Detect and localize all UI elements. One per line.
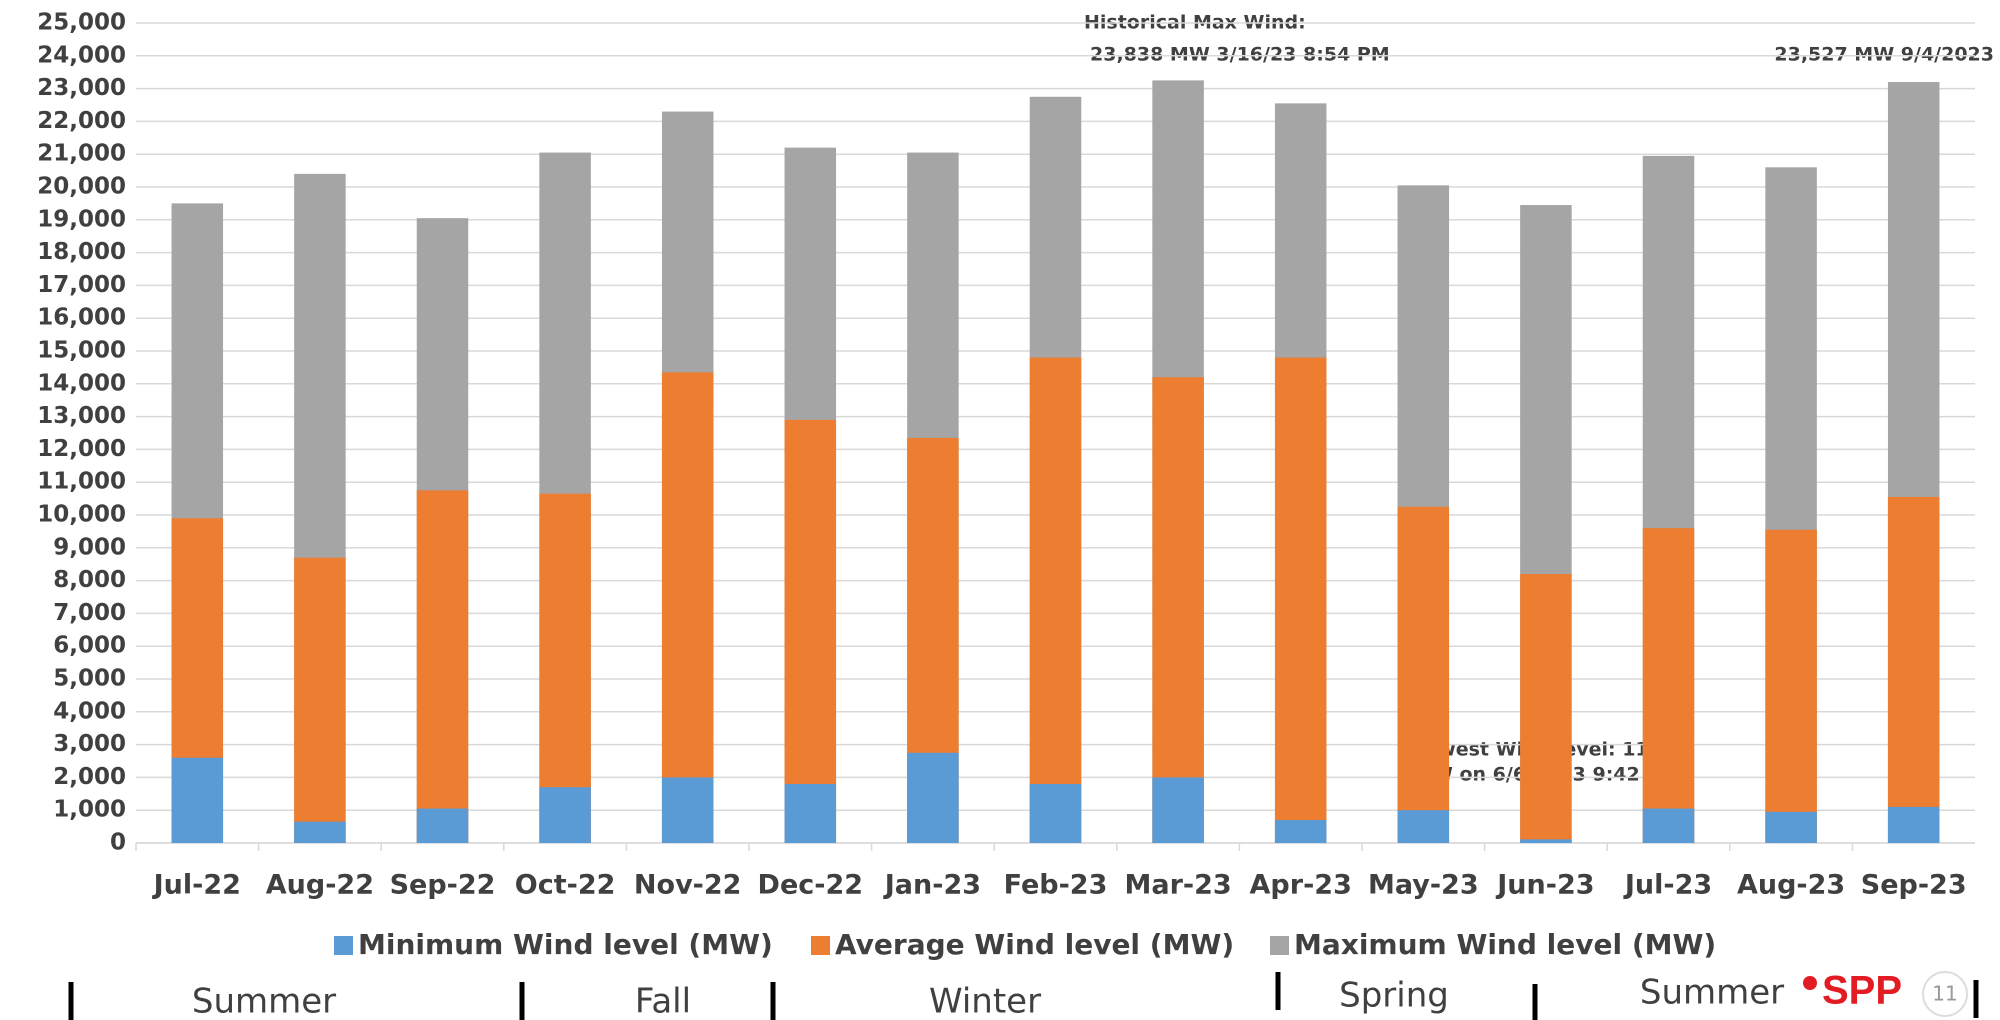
y-tick-label: 23,000	[37, 75, 126, 101]
plot: 0 1,000 2,000 3,000 4,000 5,000 6,000 7,000 8,00…	[37, 10, 1975, 901]
x-tick-label: Jul-23	[1623, 870, 1712, 901]
legend-swatch	[334, 936, 353, 955]
y-tick-label: 7,000	[53, 600, 126, 626]
bar	[416, 808, 469, 843]
x-tick-label: Nov-22	[634, 870, 742, 901]
bar	[1887, 806, 1940, 843]
x-tick-label: Aug-22	[266, 870, 374, 901]
annotation: 23,527 MW 9/4/2023	[1774, 44, 1994, 66]
legend-label: Minimum Wind level (MW)	[358, 928, 773, 961]
bar	[539, 493, 591, 843]
legend-label: Average Wind level (MW)	[835, 928, 1234, 961]
y-tick-label: 2,000	[53, 764, 126, 790]
season-label: Fall	[635, 982, 691, 1020]
y-tick-label: 9,000	[53, 534, 126, 560]
bar	[907, 752, 959, 843]
y-tick-label: 6,000	[53, 633, 126, 659]
x-tick-label: Jul-22	[152, 870, 241, 901]
y-tick-label: 5,000	[53, 666, 126, 692]
x-tick-label: Aug-23	[1737, 870, 1845, 901]
x-tick-label: Sep-23	[1861, 870, 1967, 901]
legend-swatch	[811, 936, 830, 955]
x-tick-label: Feb-23	[1004, 870, 1108, 901]
bar	[1642, 808, 1695, 843]
season-label: Summer	[1640, 973, 1784, 1013]
bar	[1520, 839, 1572, 843]
season-label: Summer	[192, 982, 336, 1020]
x-tick-label: Jun-23	[1495, 870, 1594, 901]
bar	[1029, 357, 1082, 843]
y-tick-label: 3,000	[53, 731, 126, 757]
bar	[294, 821, 346, 843]
y-tick-label: 21,000	[37, 141, 126, 167]
bar	[1274, 357, 1327, 843]
y-tick-label: 12,000	[37, 436, 126, 462]
annotation: 23,838 MW 3/16/23 8:54 PM	[1090, 44, 1390, 66]
bar	[784, 419, 837, 843]
bar	[294, 557, 346, 843]
x-tick-label: May-23	[1368, 870, 1479, 901]
bar	[416, 490, 469, 843]
x-tick-label: Dec-22	[758, 870, 864, 901]
y-tick-label: 15,000	[37, 338, 126, 364]
bar	[1152, 377, 1204, 843]
bar	[1765, 529, 1817, 843]
y-tick-label: 13,000	[37, 403, 126, 429]
y-tick-label: 1,000	[53, 797, 126, 823]
y-tick-label: 10,000	[37, 502, 126, 528]
y-tick-label: 22,000	[37, 108, 126, 134]
page-number-circle	[1922, 971, 1968, 1017]
legend-label: Maximum Wind level (MW)	[1294, 928, 1716, 961]
bar	[661, 777, 714, 843]
bar	[1152, 777, 1204, 843]
bar	[784, 783, 837, 843]
x-tick-label: Oct-22	[515, 870, 616, 901]
bar	[171, 757, 224, 843]
bar	[1887, 496, 1940, 843]
legend-swatch	[1270, 936, 1289, 955]
x-tick-label: Apr-23	[1250, 870, 1352, 901]
page-number: 11	[1932, 982, 1957, 1006]
season-separators	[68, 972, 1979, 1020]
y-tick-label: 16,000	[37, 305, 126, 331]
bar	[661, 372, 714, 843]
y-tick-label: 14,000	[37, 370, 126, 396]
y-tick-label: 11,000	[37, 469, 126, 495]
x-tick-label: Jan-23	[883, 870, 981, 901]
season-label: Winter	[929, 982, 1041, 1020]
bar	[539, 787, 591, 843]
x-tick-label: Mar-23	[1125, 870, 1232, 901]
bar	[1029, 783, 1082, 843]
y-tick-label: 8,000	[53, 567, 126, 593]
y-tick-label: 19,000	[37, 206, 126, 232]
bar	[1397, 810, 1450, 843]
bar	[1765, 811, 1817, 843]
logo: SPP	[1822, 969, 1902, 1013]
season-label: Spring	[1339, 976, 1449, 1016]
bar	[1520, 574, 1572, 843]
bar	[1642, 528, 1695, 843]
y-tick-label: 20,000	[37, 174, 126, 200]
y-tick-label: 17,000	[37, 272, 126, 298]
y-tick-label: 4,000	[53, 698, 126, 724]
y-tick-label: 18,000	[37, 239, 126, 265]
y-tick-label: 25,000	[37, 10, 126, 36]
x-tick-label: Sep-22	[390, 870, 496, 901]
bar	[1397, 506, 1450, 843]
y-tick-label: 24,000	[37, 42, 126, 68]
bar	[1274, 820, 1327, 843]
logo-mark	[1803, 976, 1817, 990]
y-tick-label: 0	[110, 830, 126, 856]
